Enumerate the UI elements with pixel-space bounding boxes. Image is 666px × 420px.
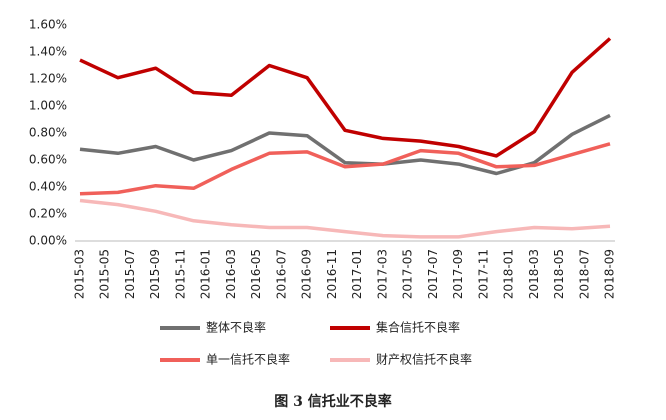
x-tick-label: 2017-01	[350, 249, 364, 299]
y-tick-label: 0.00%	[29, 234, 67, 248]
y-tick-label: 0.20%	[29, 207, 67, 221]
legend-label: 财产权信托不良率	[376, 352, 472, 367]
legend-label: 单一信托不良率	[206, 352, 290, 367]
x-tick-label: 2017-11	[476, 249, 490, 299]
x-tick-label: 2016-11	[325, 249, 339, 299]
x-tick-label: 2016-09	[300, 249, 314, 299]
y-tick-label: 1.40%	[29, 45, 67, 59]
chart-caption: 图 3 信托业不良率	[274, 393, 392, 410]
x-tick-label: 2015-09	[148, 249, 162, 299]
x-tick-label: 2016-01	[199, 249, 213, 299]
x-tick-label: 2017-09	[451, 249, 465, 299]
x-tick-label: 2015-05	[98, 249, 112, 299]
x-tick-label: 2017-05	[401, 249, 415, 299]
x-tick-label: 2018-09	[603, 249, 617, 299]
y-tick-label: 1.20%	[29, 72, 67, 86]
x-tick-label: 2018-05	[552, 249, 566, 299]
series-line	[79, 37, 612, 158]
x-tick-label: 2018-03	[527, 249, 541, 299]
series-line	[79, 142, 611, 196]
x-tick-label: 2015-07	[123, 249, 137, 299]
y-tick-label: 0.60%	[29, 153, 67, 167]
y-tick-label: 0.40%	[29, 180, 67, 194]
x-tick-label: 2015-11	[173, 249, 187, 299]
legend-label: 整体不良率	[206, 320, 266, 335]
x-tick-label: 2018-01	[502, 249, 516, 299]
x-tick-label: 2016-05	[249, 249, 263, 299]
x-tick-label: 2018-07	[577, 249, 591, 299]
series-line	[79, 198, 611, 239]
y-tick-label: 1.00%	[29, 99, 67, 113]
x-tick-label: 2015-03	[73, 249, 87, 299]
y-tick-label: 1.60%	[29, 18, 67, 32]
x-tick-label: 2017-07	[426, 249, 440, 299]
x-tick-label: 2016-03	[224, 249, 238, 299]
y-tick-label: 0.80%	[29, 126, 67, 140]
x-tick-label: 2017-03	[375, 249, 389, 299]
x-tick-label: 2016-07	[274, 249, 288, 299]
legend-label: 集合信托不良率	[376, 320, 460, 335]
